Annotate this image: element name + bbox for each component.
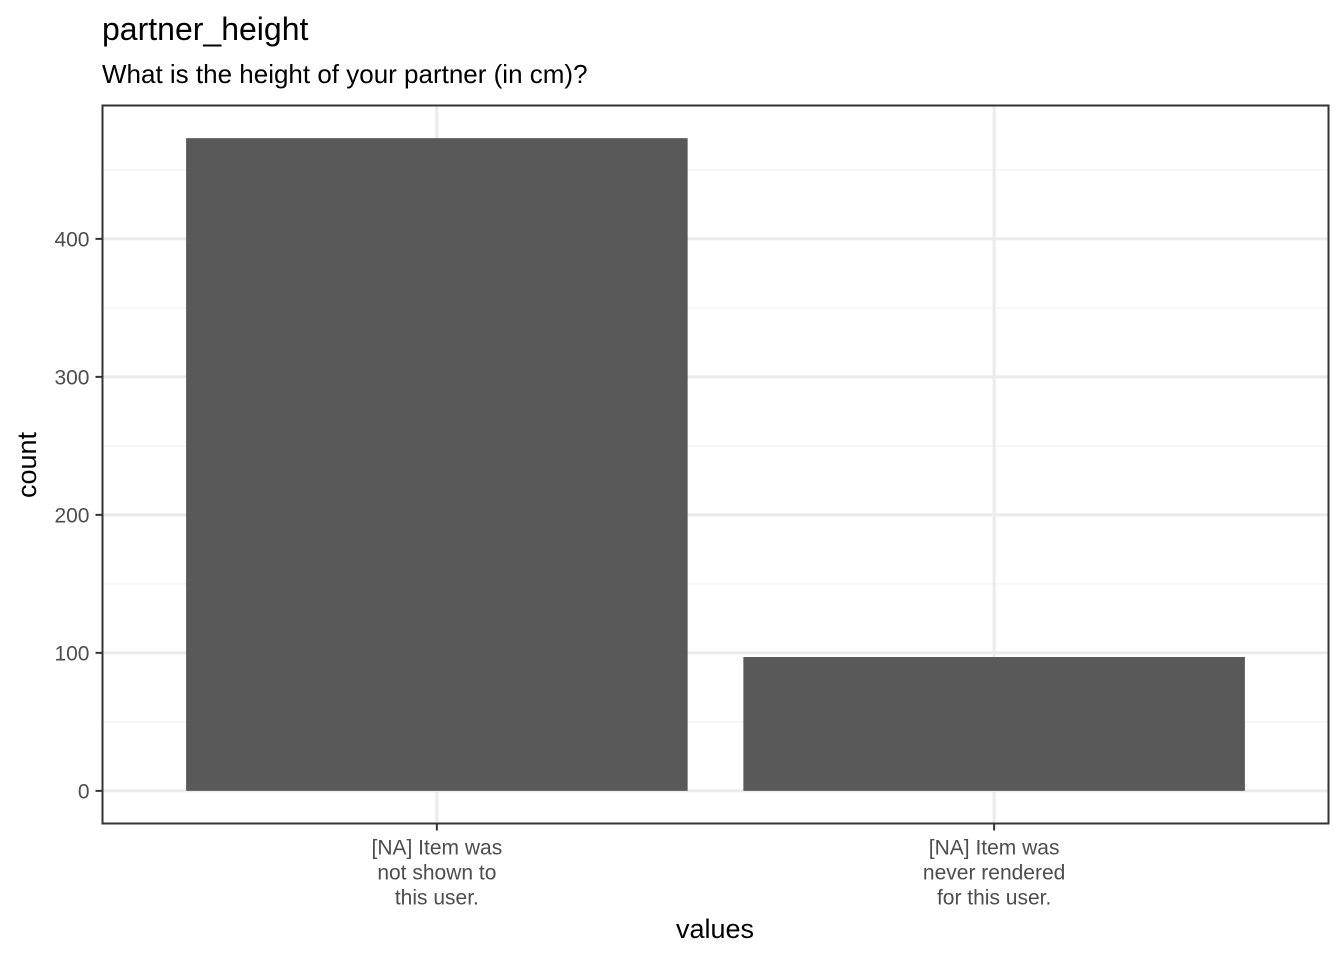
bar <box>743 657 1245 791</box>
y-tick-label: 200 <box>54 504 89 527</box>
x-tick-label: [NA] Item was never rendered for this user… <box>923 837 1065 910</box>
chart-title: partner_height <box>102 11 308 47</box>
chart-subtitle: What is the height of your partner (in c… <box>102 59 588 89</box>
y-axis: 0 100 200 300 400 <box>54 228 103 803</box>
y-tick-label: 300 <box>54 366 89 389</box>
x-axis-title: values <box>676 914 754 944</box>
x-axis: [NA] Item was not shown to this user. [NA] … <box>372 823 1065 910</box>
plot-panel-border <box>101 104 1330 825</box>
y-axis-title: count <box>12 431 42 498</box>
bar <box>186 138 688 791</box>
y-tick-label: 400 <box>54 228 89 251</box>
bars <box>186 138 1245 791</box>
y-tick-label: 0 <box>78 780 90 803</box>
x-tick-label: [NA] Item was not shown to this user. <box>372 837 503 910</box>
y-tick-label: 100 <box>54 642 89 665</box>
